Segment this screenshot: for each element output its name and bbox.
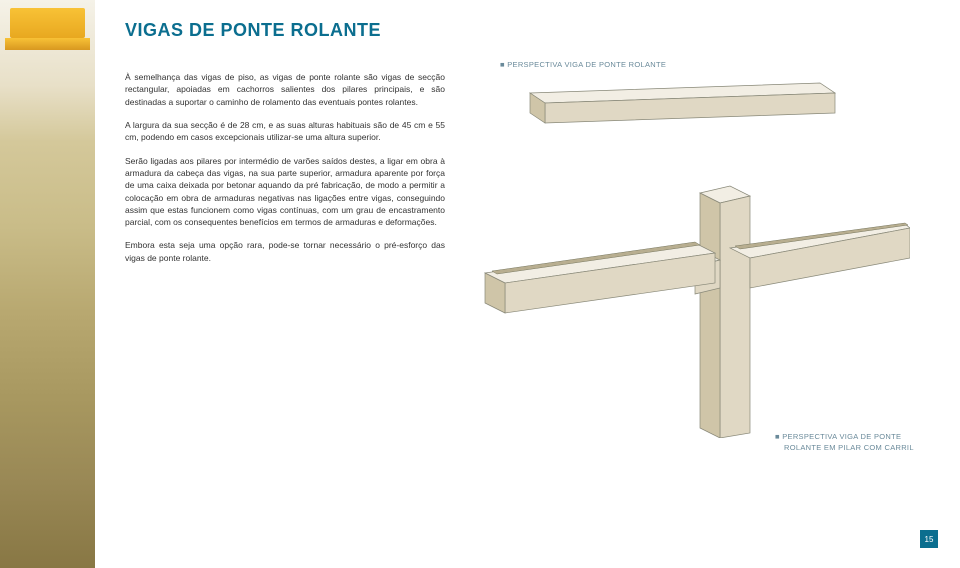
- caption-bottom: PERSPECTIVA VIGA DE PONTE ROLANTE EM PIL…: [775, 432, 914, 453]
- beam-lower-right: [730, 223, 910, 288]
- paragraph-1: À semelhança das vigas de piso, as vigas…: [125, 71, 445, 108]
- beam-lower-left: [485, 242, 715, 313]
- pillar: [700, 186, 750, 438]
- sidebar-photo: [0, 0, 95, 568]
- caption-bottom-line2: ROLANTE EM PILAR COM CARRIL: [784, 443, 914, 452]
- crane-arm: [5, 38, 90, 50]
- paragraph-3: Serão ligadas aos pilares por intermédio…: [125, 155, 445, 229]
- content-column: VIGAS DE PONTE ROLANTE À semelhança das …: [125, 20, 445, 275]
- crane-top: [10, 8, 85, 38]
- page-number: 15: [920, 530, 938, 548]
- beam-diagram: [470, 78, 910, 438]
- page-title: VIGAS DE PONTE ROLANTE: [125, 20, 445, 41]
- paragraph-2: A largura da sua secção é de 28 cm, e as…: [125, 119, 445, 144]
- paragraph-4: Embora esta seja uma opção rara, pode-se…: [125, 239, 445, 264]
- caption-bottom-line1: PERSPECTIVA VIGA DE PONTE: [782, 432, 901, 441]
- body-text: À semelhança das vigas de piso, as vigas…: [125, 71, 445, 264]
- beam-top: [530, 83, 835, 123]
- caption-top: PERSPECTIVA VIGA DE PONTE ROLANTE: [500, 60, 666, 69]
